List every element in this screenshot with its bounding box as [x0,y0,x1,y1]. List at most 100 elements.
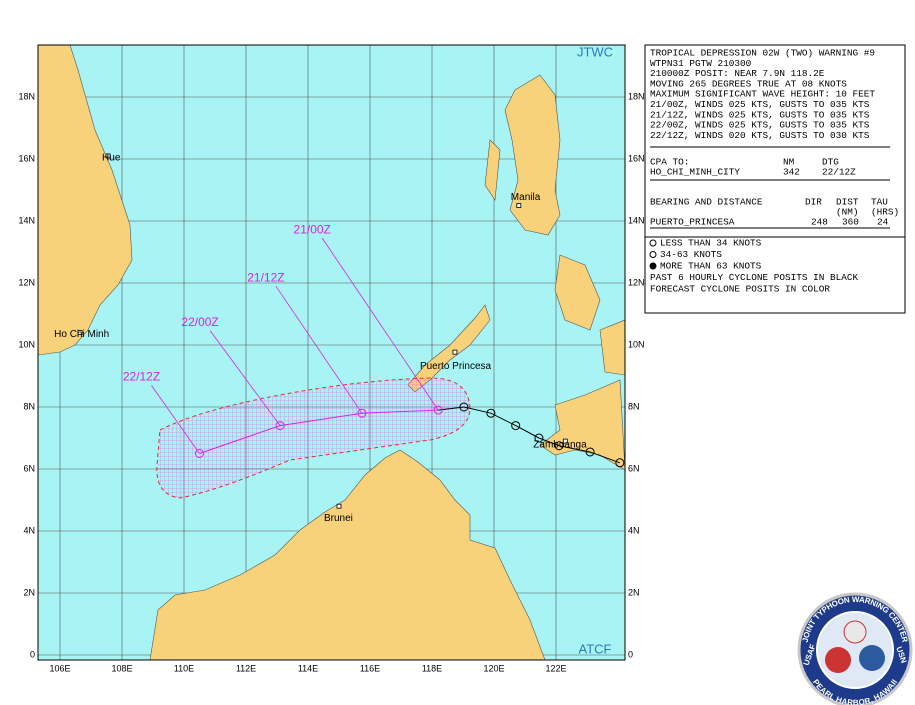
past-position [459,402,469,412]
warning-line: MOVING 265 DEGREES TRUE AT 08 KNOTS [650,78,847,89]
past-position [534,433,544,443]
legend-text: LESS THAN 34 KNOTS [660,237,762,248]
cpa-header: CPA TO: [650,156,689,167]
cpa-header: DTG [822,156,839,167]
lat-label: 12N [628,277,645,287]
cpa-cell: 22/12Z [822,166,856,177]
forecast-position [275,421,285,431]
bearing-cell: 248 [811,216,828,227]
warning-line: 210000Z POSIT: NEAR 7.9N 118.2E [650,68,825,79]
lat-label: 2N [23,587,35,597]
legend-text: PAST 6 HOURLY CYCLONE POSITS IN BLACK [650,272,859,283]
leader-line [321,237,439,411]
lon-label: 112E [236,663,256,673]
city-name: Zamboanga [533,440,587,451]
city-name: Ho Chi Minh [54,329,109,340]
legend-symbol [649,239,657,247]
warning-line: 21/12Z, WINDS 025 KTS, GUSTS TO 035 KTS [650,109,870,120]
lon-label: 106E [49,663,70,673]
emblem: JOINT TYPHOON WARNING CENTER PEARL HARBO… [797,592,913,705]
legend-text: 34-63 KNOTS [660,249,722,260]
lon-label: 108E [111,663,132,673]
city-name: Puerto Princesa [420,361,492,372]
bearing-header: TAU [871,196,888,207]
lon-label: 116E [360,663,380,673]
land [38,45,625,660]
lat-label: 18N [18,91,35,101]
lat-label: 6N [628,463,640,473]
lat-label: 16N [628,153,645,163]
warning-line: TROPICAL DEPRESSION 02W (TWO) WARNING #9 [650,47,875,58]
city-marker [516,203,522,208]
warning-line: 22/12Z, WINDS 020 KTS, GUSTS TO 030 KTS [650,130,870,141]
lon-label: 120E [483,663,504,673]
warning-line: 22/00Z, WINDS 025 KTS, GUSTS TO 035 KTS [650,120,870,131]
bearing-header: DIST [836,196,859,207]
city-marker [105,153,111,159]
past-position [486,408,496,418]
city-marker [77,330,83,336]
lat-label: 8N [628,401,640,411]
lon-label: 118E [422,663,442,673]
footer: ATCF [579,641,612,656]
lat-label: 10N [18,339,35,349]
cpa-cell: HO_CHI_MINH_CITY [650,166,740,177]
lon-label: 110E [174,663,194,673]
leader-line [209,330,281,426]
warning-line: MAXIMUM SIGNIFICANT WAVE HEIGHT: 10 FEET [650,89,875,100]
past-position [554,441,564,451]
lon-label: 114E [298,663,318,673]
map-frame [37,44,626,661]
bearing-unit: (HRS) [871,206,899,217]
city-marker [336,503,342,509]
legend-symbol [649,251,657,258]
agency: JTWC [577,44,613,59]
bearing-cell: 24 [877,216,889,227]
forecast-position [195,449,204,458]
bearing-cell: 360 [842,216,859,227]
lat-label: 0 [628,649,633,659]
past-track [438,406,621,464]
forecast-position [357,408,367,418]
lat-label: 2N [628,587,640,597]
legend-symbol [649,262,657,270]
cpa-header: NM [783,156,795,167]
forecast-track [199,409,439,454]
lat-label: 4N [23,525,35,535]
bearing-header: DIR [805,196,822,207]
lat-label: 18N [628,91,645,101]
leader-line [275,285,363,414]
cpa-cell: 342 [783,166,800,177]
lat-label: 16N [18,153,35,163]
forecast-position [433,405,443,415]
past-position [585,447,595,457]
lat-label: 8N [23,401,35,411]
forecast-label: 22/12Z [123,370,160,384]
forecast-label: 22/00Z [181,315,218,329]
city-name: Hue [102,153,121,164]
lat-label: 4N [628,525,640,535]
lat-label: 0 [30,649,35,659]
city-name: Brunei [324,513,353,524]
warning-line: WTPN31 PGTW 210300 [650,58,752,69]
city-marker [452,349,458,355]
lat-label: 14N [18,215,35,225]
warning-line: 21/00Z, WINDS 025 KTS, GUSTS TO 035 KTS [650,99,870,110]
bearing-unit: (NM) [836,206,859,217]
lat-label: 10N [628,339,645,349]
lat-label: 6N [23,463,35,473]
past-position [511,421,521,431]
bearing-cell: PUERTO_PRINCESA [650,216,735,227]
lon-label: 122E [545,663,566,673]
forecast-label: 21/00Z [294,222,331,236]
info-box [644,44,906,314]
past-position [615,458,625,468]
danger-area [156,377,471,499]
lat-label: 14N [628,215,645,225]
lat-label: 12N [18,277,35,287]
legend-text: MORE THAN 63 KNOTS [660,260,762,271]
city-marker [562,438,568,444]
city-name: Manila [511,192,541,203]
leader-line [151,385,200,454]
